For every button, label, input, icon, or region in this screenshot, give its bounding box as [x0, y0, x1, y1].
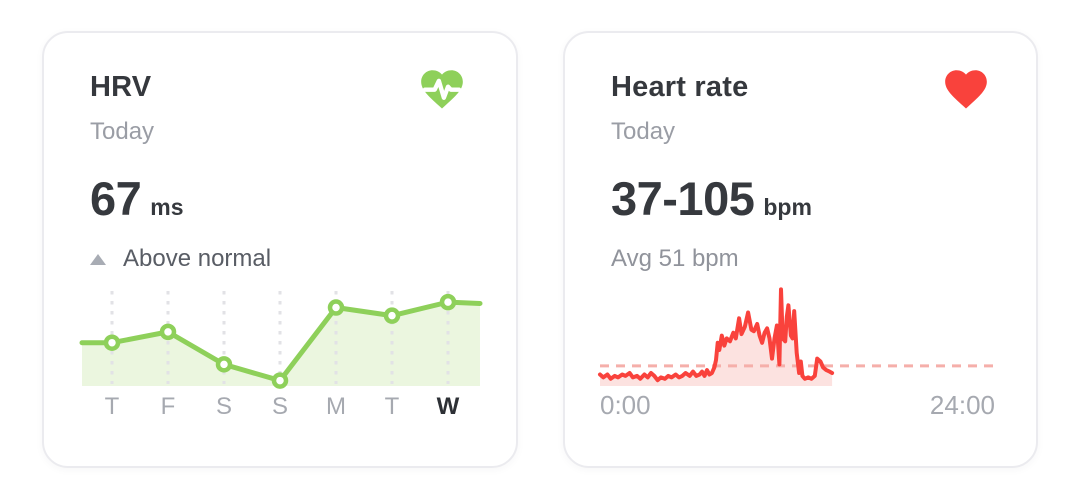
hrv-chart-point: [327, 299, 345, 316]
heart-rate-value: 37-105: [611, 172, 755, 225]
heart-rate-line: [598, 287, 835, 383]
hrv-chart-point: [103, 334, 121, 351]
hrv-chart-point: [215, 356, 233, 373]
heart-rate-card[interactable]: Heart rate Today 37-105 bpm Avg 51 bpm 0…: [563, 31, 1038, 468]
hrv-status: Above normal: [90, 245, 271, 273]
hrv-card-title: HRV: [90, 71, 152, 103]
hrv-unit: ms: [150, 194, 184, 220]
hrv-day-label-today: W: [437, 393, 460, 420]
heart-icon: [940, 64, 992, 114]
hrv-day-label: F: [161, 393, 176, 420]
hrv-day-label: T: [105, 393, 120, 420]
heart-rate-x-start-label: 0:00: [600, 390, 651, 420]
hrv-chart-point: [383, 307, 401, 324]
hrv-chart-area-fill: [82, 302, 480, 386]
heart-rate-area-fill: [600, 289, 833, 386]
hrv-status-label: Above normal: [123, 245, 272, 272]
hrv-day-label: S: [272, 393, 288, 420]
hrv-card[interactable]: HRV Today 67 ms Above normal T F S S M T W: [42, 31, 518, 468]
hrv-chart-point: [159, 323, 177, 341]
heart-rate-day-chart: 0:00 24:00: [598, 287, 995, 420]
hrv-day-label: M: [326, 393, 346, 420]
heart-rate-x-end-label: 24:00: [930, 390, 995, 420]
heart-rate-unit: bpm: [763, 194, 812, 220]
hrv-value: 67: [90, 172, 142, 225]
heart-rate-card-title: Heart rate: [611, 71, 749, 103]
heart-rate-period: Today: [611, 118, 676, 145]
hrv-period: Today: [90, 118, 155, 145]
hrv-day-label: T: [385, 393, 400, 420]
hrv-value-row: 67 ms: [90, 171, 184, 226]
hrv-chart-point: [439, 293, 457, 311]
hrv-chart-point: [271, 372, 289, 389]
triangle-up-icon: [90, 253, 106, 265]
heart-rate-avg-label: Avg 51 bpm: [611, 245, 739, 272]
heart-pulse-icon: [416, 64, 468, 114]
heart-rate-value-row: 37-105 bpm: [611, 171, 812, 226]
hrv-day-label: S: [216, 393, 232, 420]
